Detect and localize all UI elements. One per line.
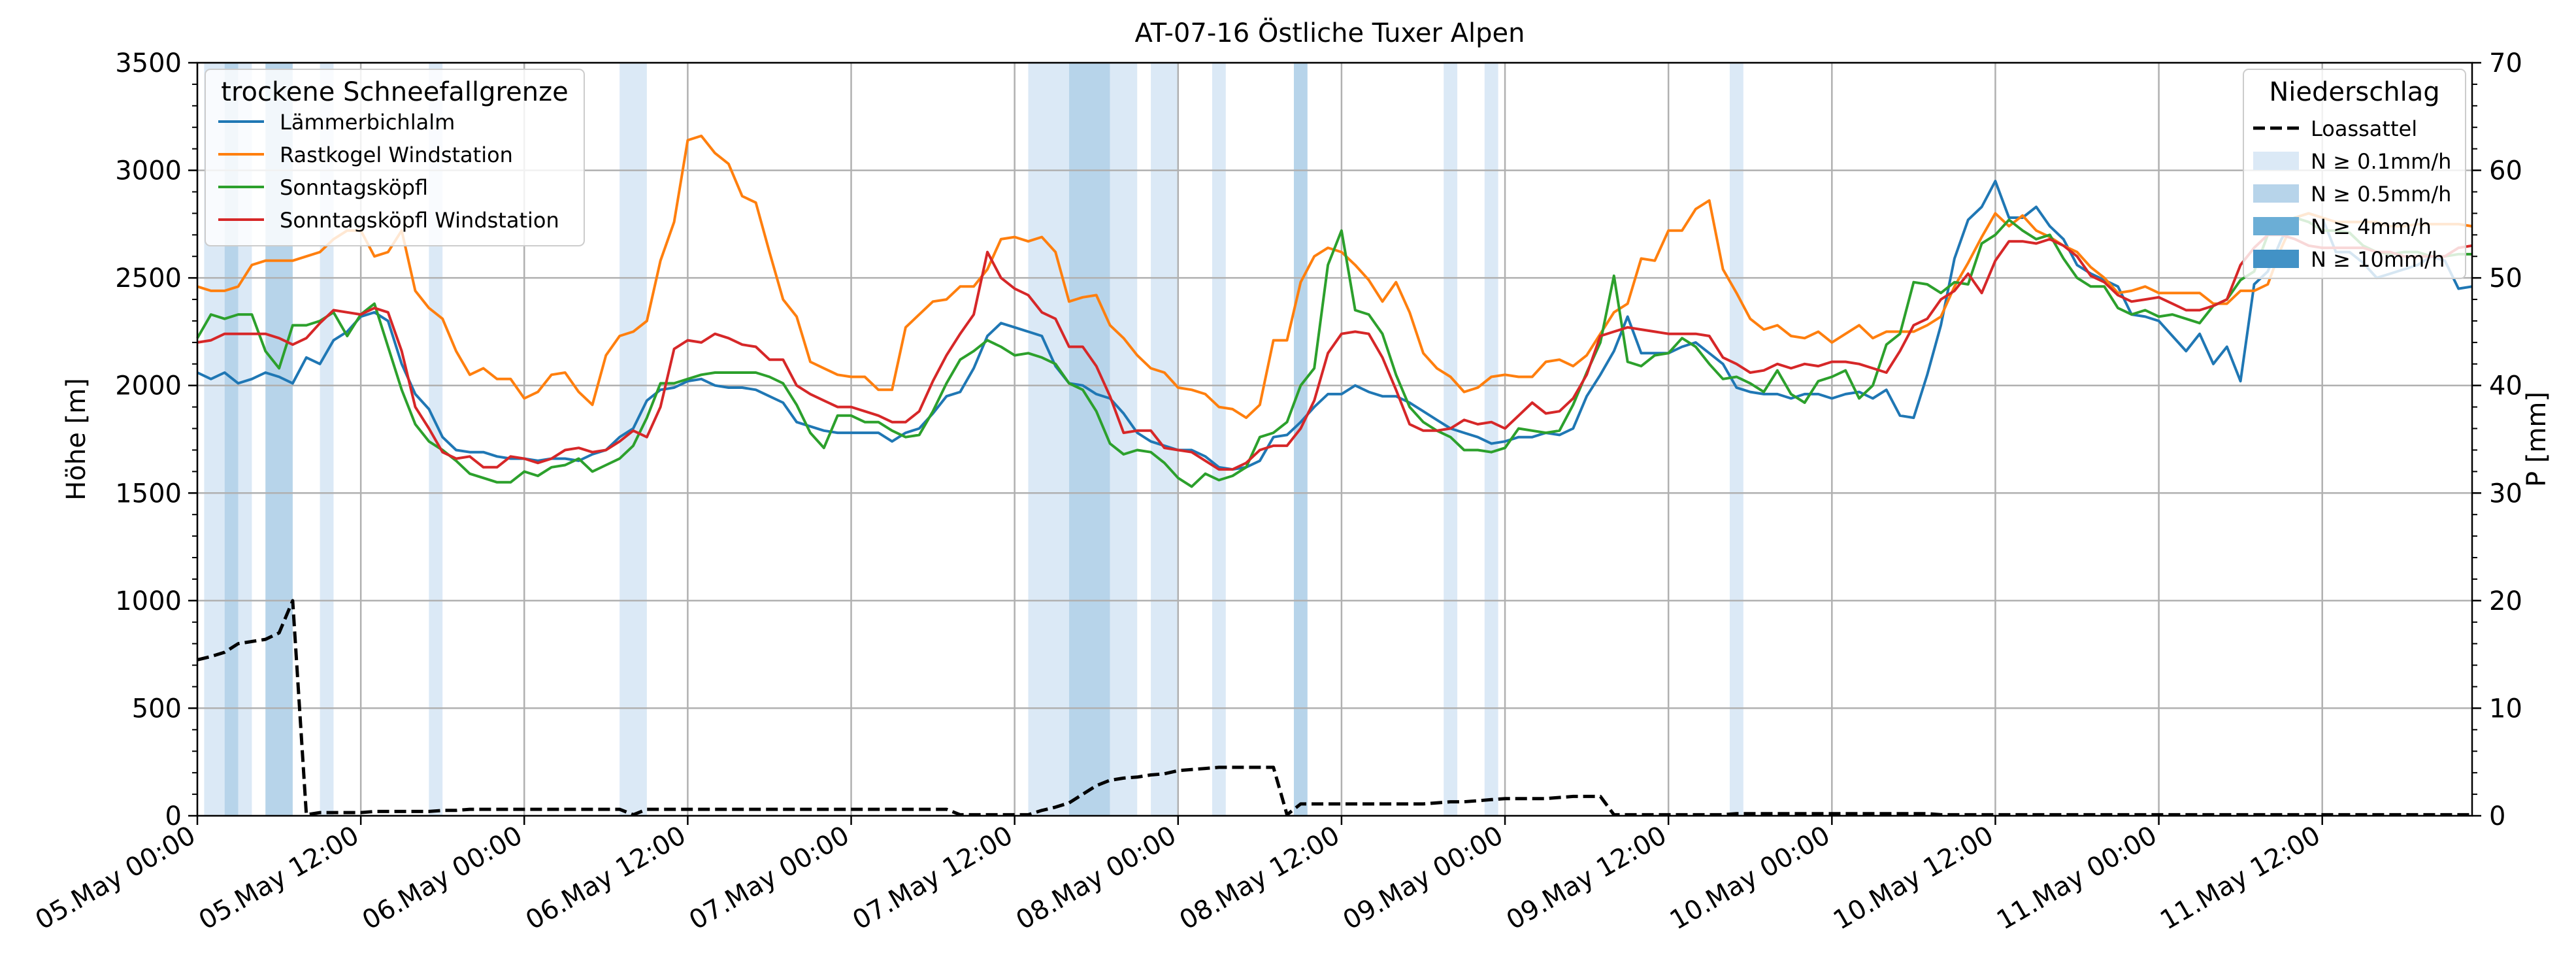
y-tick-label: 2500: [115, 263, 182, 293]
legend-swatch-precip: [2253, 184, 2299, 203]
legend-title: trockene Schneefallgrenze: [221, 77, 568, 107]
legend-swatch-precip: [2253, 152, 2299, 170]
precip-band: [1484, 63, 1498, 816]
legend-entry: Sonntagsköpfl Windstation: [280, 208, 559, 233]
legend-title: Niederschlag: [2269, 77, 2439, 107]
precip-band: [1151, 63, 1178, 816]
y-tick-label: 3500: [115, 48, 182, 78]
legend-swatch-precip: [2253, 250, 2299, 268]
legend-precipitation: Niederschlag Loassattel N ≥ 0.1mm/h N ≥ 0.5…: [2243, 69, 2466, 279]
precip-band: [1069, 63, 1110, 816]
legend-snowfall-line: trockene Schneefallgrenze Lämmerbichlalm R…: [205, 69, 585, 246]
series-line-2: [196, 216, 2472, 488]
precip-band: [1729, 63, 1743, 816]
y-tick-label: 3000: [115, 156, 182, 186]
precip-band: [238, 63, 252, 816]
legend-entry: N ≥ 10mm/h: [2311, 247, 2445, 272]
y-tick-label: 0: [165, 801, 182, 831]
legend-entry: Rastkogel Windstation: [280, 142, 513, 167]
legend-entry: Loassattel: [2311, 116, 2417, 141]
y-tick-label: 2000: [115, 371, 182, 401]
y2-tick-label: 10: [2489, 694, 2522, 724]
series-line-3: [197, 233, 2473, 471]
y-tick-label: 1000: [115, 586, 182, 616]
precip-band: [1293, 63, 1308, 816]
y2-tick-label: 20: [2489, 586, 2522, 616]
legend-entry: N ≥ 0.5mm/h: [2311, 182, 2451, 207]
y2-axis-label: P [mm]: [2522, 392, 2552, 487]
series-line-4: [197, 599, 2472, 816]
y2-tick-label: 60: [2489, 156, 2522, 186]
precip-band: [224, 63, 239, 816]
precip-band: [320, 63, 334, 816]
plot-frame: [196, 61, 2473, 817]
y2-tick-label: 0: [2489, 801, 2505, 831]
y2-tick-label: 30: [2489, 478, 2522, 509]
precip-band: [1110, 63, 1138, 816]
precip-band: [1028, 63, 1070, 816]
y2-tick-label: 50: [2489, 263, 2522, 293]
legend-entry: N ≥ 4mm/h: [2311, 214, 2432, 239]
y-tick-label: 500: [132, 694, 182, 724]
precip-band: [1212, 63, 1226, 816]
y-axis-label: Höhe [m]: [61, 378, 91, 500]
y-tick-label: 1500: [115, 478, 182, 509]
legend-entry: N ≥ 0.1mm/h: [2311, 149, 2451, 174]
y2-tick-label: 70: [2489, 48, 2522, 78]
legend-swatch-precip: [2253, 217, 2299, 235]
series-lines: [196, 134, 2473, 816]
legend-box: [205, 69, 585, 246]
chart-title: AT-07-16 Östliche Tuxer Alpen: [1134, 17, 1525, 48]
legend-entry: Lämmerbichlalm: [280, 110, 455, 135]
y2-tick-label: 40: [2489, 371, 2522, 401]
legend-entry: Sonntagsköpfl: [280, 175, 428, 200]
precip-band: [1444, 63, 1458, 816]
